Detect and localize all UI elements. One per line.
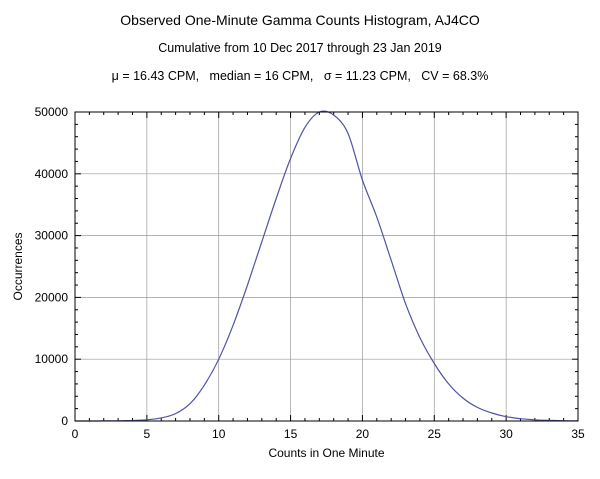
y-tick-label: 30000 xyxy=(35,229,69,243)
x-tick-label: 35 xyxy=(571,427,585,441)
x-tick-labels: 0 5 10 15 20 25 30 35 xyxy=(72,427,585,441)
chart-subtitle: Cumulative from 10 Dec 2017 through 23 J… xyxy=(158,41,442,55)
y-tick-label: 0 xyxy=(61,414,68,428)
y-tick-label: 50000 xyxy=(35,105,69,119)
y-axis-label: Occurrences xyxy=(11,232,25,300)
x-tick-label: 30 xyxy=(499,427,513,441)
x-tick-label: 5 xyxy=(144,427,151,441)
gridlines xyxy=(75,112,578,421)
x-tick-label: 15 xyxy=(284,427,298,441)
plot-frame xyxy=(74,111,579,422)
x-tick-label: 20 xyxy=(356,427,370,441)
y-tick-label: 10000 xyxy=(35,352,69,366)
x-tick-label: 0 xyxy=(72,427,79,441)
y-tick-labels: 0 10000 20000 30000 40000 50000 xyxy=(35,105,69,428)
chart-title: Observed One-Minute Gamma Counts Histogr… xyxy=(120,12,480,28)
y-tick-label: 20000 xyxy=(35,290,69,304)
x-tick-label: 25 xyxy=(428,427,442,441)
x-axis-label: Counts in One Minute xyxy=(268,446,384,460)
histogram-curve xyxy=(74,110,579,422)
x-tick-label: 10 xyxy=(212,427,226,441)
axis-ticks xyxy=(74,111,579,422)
y-tick-label: 40000 xyxy=(35,167,69,181)
chart-stats-line: μ = 16.43 CPM, median = 16 CPM, σ = 11.2… xyxy=(111,69,489,83)
